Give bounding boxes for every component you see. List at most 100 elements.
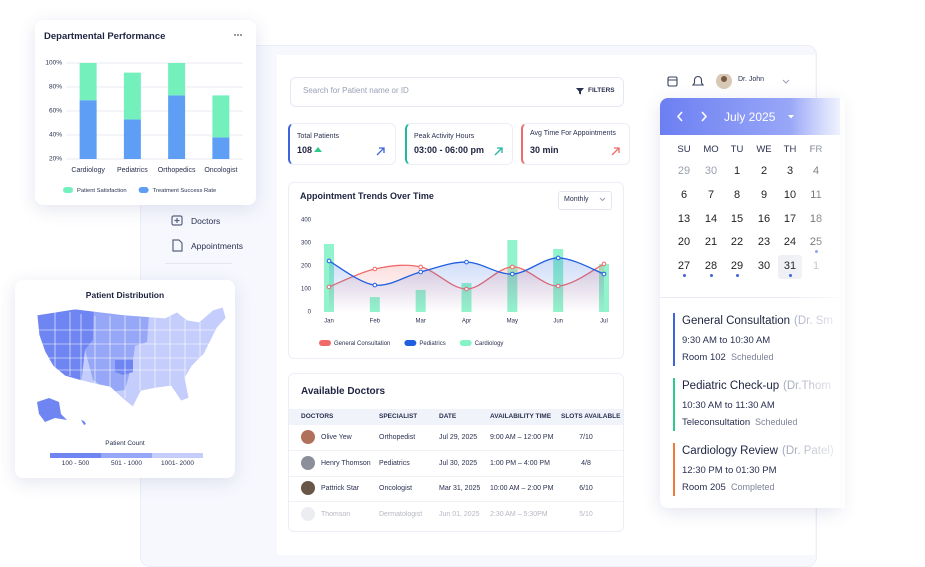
calendar-day: 6 — [680, 189, 688, 201]
calendar-day: 30 — [704, 165, 718, 177]
filters-button[interactable]: FILTERS — [588, 87, 615, 94]
event-dot — [788, 274, 792, 277]
nav-icons — [171, 215, 183, 252]
row-divider — [289, 450, 623, 451]
column-header: AVAILABILITY TIME — [490, 413, 552, 420]
y-tick-label: 80% — [49, 84, 62, 91]
x-tick-label: Apr — [462, 319, 471, 325]
filter-icon — [576, 88, 584, 95]
table-cell: Jul 30, 2025 — [439, 459, 478, 467]
legend-label: Pediatrics — [419, 341, 445, 347]
calendar-day: 3 — [786, 165, 794, 177]
trend-card: Appointment Trends Over Time Monthly 0 10… — [288, 182, 624, 359]
table-cell: Dermatologist — [379, 510, 423, 518]
calendar-day: 14 — [704, 213, 718, 225]
calendar-day: 16 — [757, 213, 771, 225]
doctor-avatar — [301, 455, 315, 470]
bell-icon[interactable] — [691, 75, 705, 86]
event-status: Completed — [731, 482, 775, 492]
column-header: SPECIALIST — [379, 413, 418, 420]
table-cell: Henry Thomson — [321, 459, 371, 467]
event-time: 9:30 AM to 10:30 AM — [682, 335, 771, 346]
calendar-day: 10 — [783, 189, 797, 201]
calendar-day: 31 — [783, 260, 797, 272]
legend-swatch — [138, 187, 149, 193]
calendar-day: 29 — [677, 165, 691, 177]
menu-dot[interactable] — [237, 34, 239, 36]
legend-range: 501 - 1000 — [110, 460, 143, 467]
y-tick-label: 100 — [301, 287, 312, 293]
y-tick-label: 40% — [49, 132, 62, 139]
kpi-value: 108 — [297, 145, 313, 155]
doctor-avatar — [301, 506, 315, 521]
bar-segment — [212, 137, 230, 159]
calendar-day: 2 — [760, 165, 768, 177]
legend-swatch — [459, 340, 472, 346]
legend-title: Patient Count — [105, 440, 145, 447]
legend-swatch — [63, 187, 73, 193]
trend-chart: 0 100 200 300 400 Jan Feb Mar Apr May Jun Jul Genera… — [301, 197, 609, 347]
event-bar — [673, 378, 675, 431]
table-cell: Jul 29, 2025 — [439, 434, 478, 441]
weekday: TH — [783, 144, 797, 155]
weekday: SU — [677, 144, 691, 155]
search-box[interactable] — [290, 77, 624, 107]
menu-dot[interactable] — [240, 34, 242, 36]
table-cell: 9:00 AM – 12:00 PM — [490, 434, 554, 441]
bar-segment — [79, 100, 97, 159]
state-borders — [37, 310, 215, 398]
map-card: Patient Distribution Patient Count 100 -… — [15, 280, 235, 478]
calendar-icon[interactable] — [667, 76, 678, 87]
calendar-day: 23 — [757, 236, 771, 248]
calendar-day: 4 — [812, 165, 820, 177]
prev-month[interactable] — [676, 111, 683, 122]
table-header-row — [289, 409, 623, 425]
doctor-avatar — [301, 430, 315, 444]
table-cell: 4/8 — [581, 459, 591, 467]
y-tick-label: 0 — [308, 310, 312, 316]
calendar-day: 21 — [704, 236, 718, 248]
kpi-card — [521, 123, 630, 165]
calendar-day: 8 — [733, 189, 741, 201]
calendar-day: 30 — [757, 260, 771, 272]
table-cell: Pattrick Star — [321, 485, 360, 492]
calendar-day: 7 — [707, 189, 715, 201]
line-area — [329, 257, 604, 312]
nav-item[interactable]: Appointments — [191, 241, 243, 251]
x-tick-label: Jul — [600, 319, 608, 325]
calendar-day: 1 — [733, 165, 741, 177]
trend-arrow — [494, 147, 503, 156]
event-status: Scheduled — [755, 417, 798, 427]
calendar-month: July 2025 — [724, 110, 776, 124]
us-map — [36, 306, 227, 425]
event-time: 10:30 AM to 11:30 AM — [682, 400, 775, 411]
table-cell: 5/10 — [579, 510, 593, 518]
x-tick-label: Jun — [553, 319, 563, 325]
event-location: Teleconsultation — [682, 417, 751, 428]
bar-segment — [79, 63, 97, 101]
calendar-day: 13 — [677, 213, 691, 225]
event-bar — [673, 313, 675, 366]
kpi-value: 30 min — [530, 145, 559, 155]
legend-swatch — [101, 453, 152, 458]
calendar-day: 11 — [810, 189, 822, 201]
nav-item[interactable]: Doctors — [191, 216, 221, 226]
hawaii — [81, 420, 86, 425]
user-chevron[interactable] — [782, 79, 790, 84]
table-cell: Orthopedist — [379, 434, 416, 441]
departmental-chart: 20% 40% 60% 80% 100% Cardiology Pediatrics Orth… — [45, 34, 243, 194]
trend-arrow — [611, 147, 620, 156]
legend-label: Patient Satisfaction — [77, 188, 127, 194]
menu-dot[interactable] — [234, 34, 236, 36]
legend-range: 1001- 2000 — [161, 460, 194, 467]
event-title: General Consultation — [682, 315, 791, 327]
period-select[interactable] — [558, 191, 612, 210]
chart-title: Departmental Performance — [44, 31, 166, 42]
line-point — [372, 266, 378, 272]
legend-swatch — [319, 340, 331, 346]
next-month[interactable] — [701, 111, 708, 122]
calendar-divider — [660, 297, 840, 298]
month-dropdown[interactable] — [788, 115, 794, 119]
calendar-day: 15 — [730, 213, 744, 225]
map-regions — [37, 307, 226, 407]
